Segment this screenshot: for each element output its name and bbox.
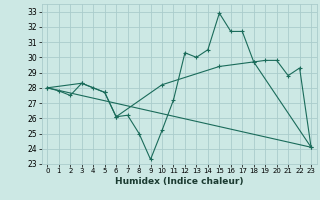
X-axis label: Humidex (Indice chaleur): Humidex (Indice chaleur)	[115, 177, 244, 186]
